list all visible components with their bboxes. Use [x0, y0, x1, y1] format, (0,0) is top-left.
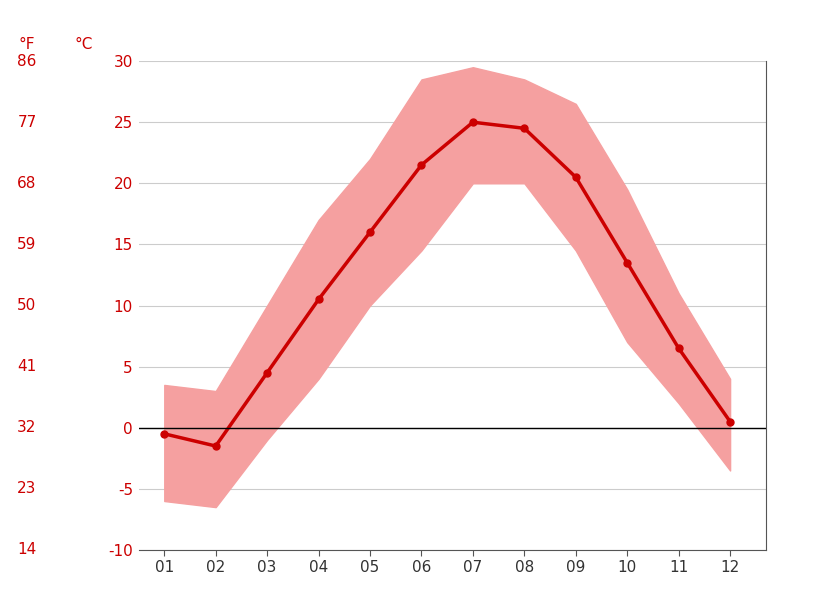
Text: 32: 32: [17, 420, 37, 435]
Text: 59: 59: [17, 237, 37, 252]
Text: °C: °C: [75, 37, 93, 52]
Text: 50: 50: [17, 298, 37, 313]
Text: 14: 14: [17, 543, 37, 557]
Text: °F: °F: [19, 37, 35, 52]
Text: 41: 41: [17, 359, 37, 374]
Text: 86: 86: [17, 54, 37, 68]
Text: 68: 68: [17, 176, 37, 191]
Text: 23: 23: [17, 481, 37, 496]
Text: 77: 77: [17, 115, 37, 130]
